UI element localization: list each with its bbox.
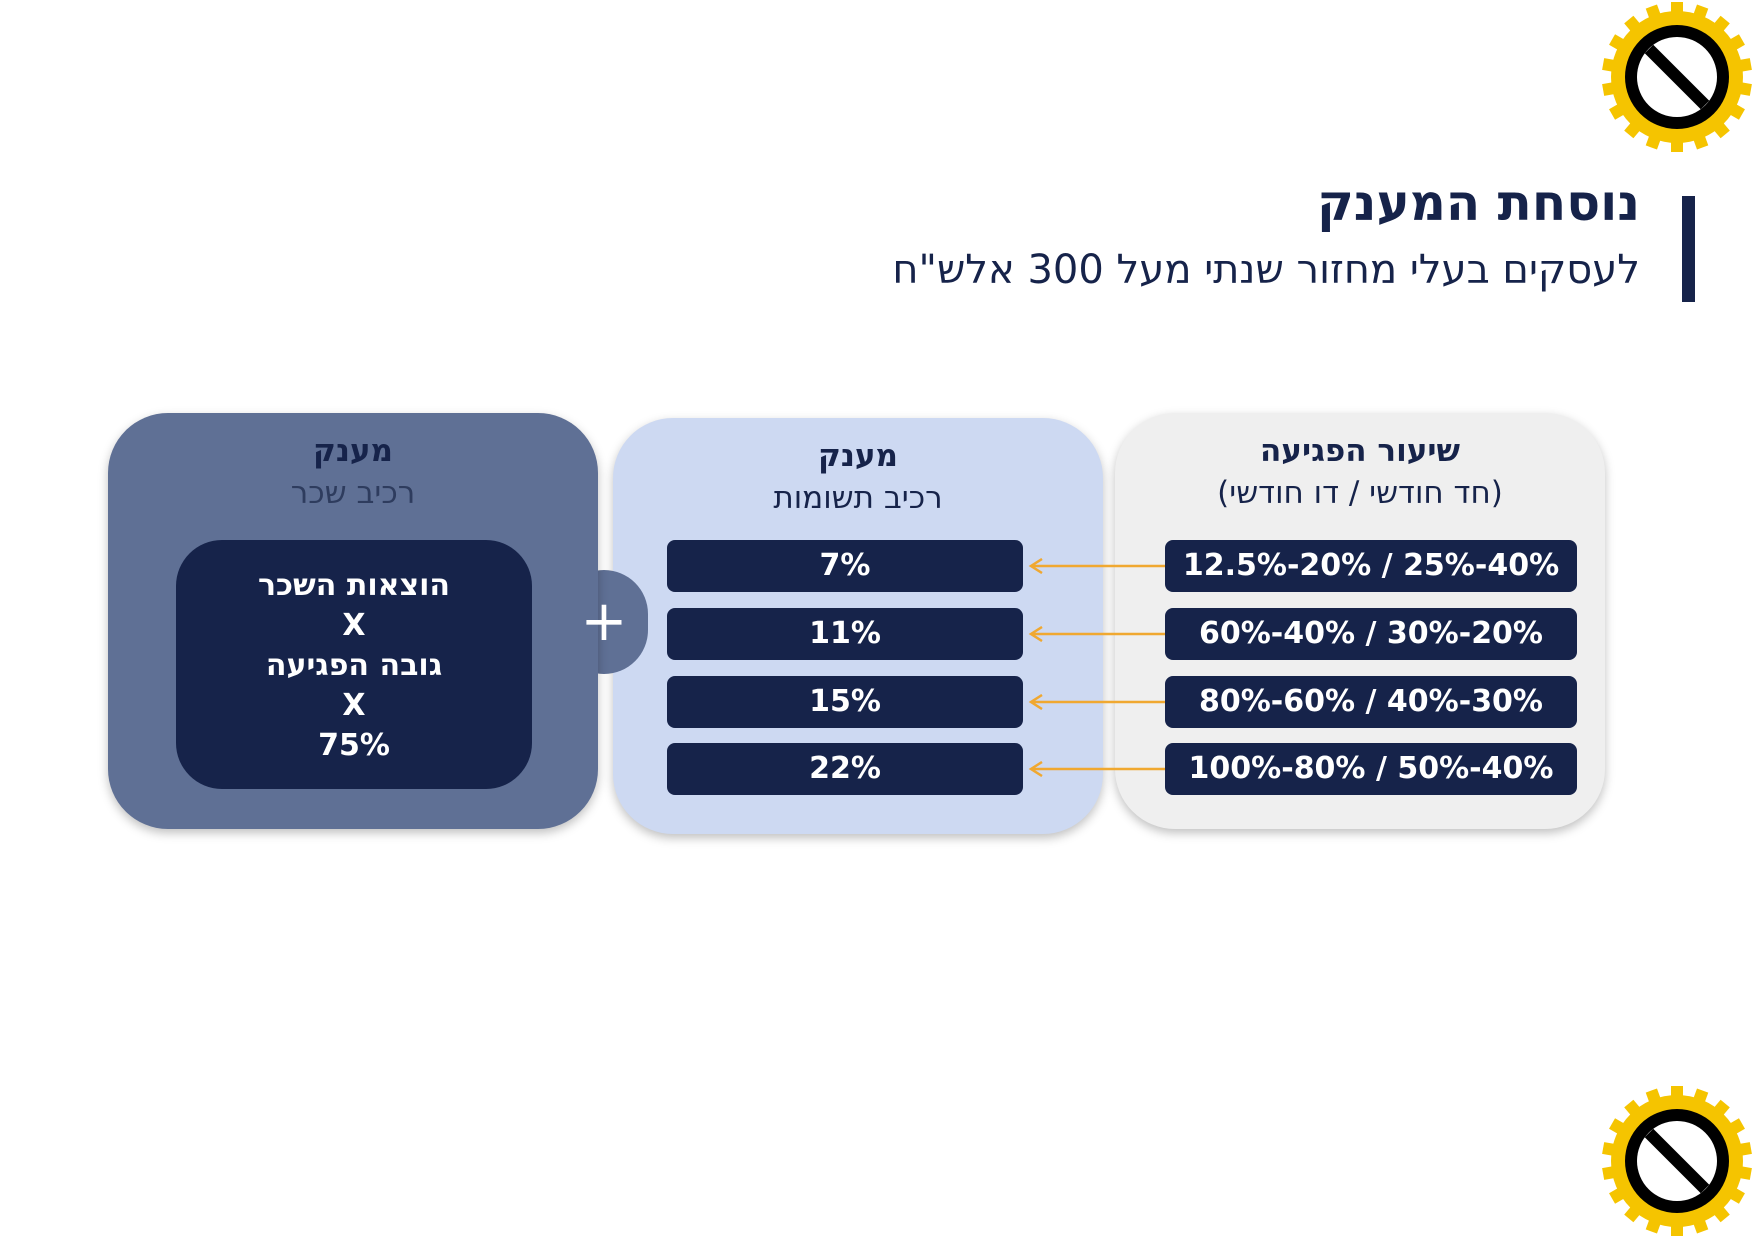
damage-range-row-3: 30%-40% / 60%-80% (1165, 676, 1577, 728)
damage-rate-subtitle: (חד חודשי / דו חודשי) (1217, 475, 1503, 511)
rate-row-2: 11% (667, 608, 1023, 660)
inputs-component-subtitle: רכיב תשומות (773, 480, 943, 516)
rate-row-1: 7% (667, 540, 1023, 592)
rate-row-4: 22% (667, 743, 1023, 795)
page-title: נוסחת המענק (1316, 174, 1640, 232)
rate-row-3: 15% (667, 676, 1023, 728)
salary-component-title: מענק (313, 433, 393, 469)
arrow-left-icon (1028, 694, 1165, 710)
damage-range-row-2: 20%-30% / 40%-60% (1165, 608, 1577, 660)
damage-range-row-1: 40%-25% / 20%-12.5% (1165, 540, 1577, 592)
formula-multiply-2: X (342, 688, 366, 723)
buy-now-badge-bottom[interactable] (1602, 1086, 1752, 1236)
arrow-left-icon (1028, 761, 1165, 777)
damage-range-row-4: 40%-50% / 80%-100% (1165, 743, 1577, 795)
salary-formula-box: הוצאות השכר X גובה הפגיעה X 75% (176, 540, 532, 789)
inputs-component-title: מענק (818, 438, 898, 474)
title-accent-bar (1682, 196, 1695, 302)
buy-now-badge-top[interactable] (1602, 2, 1752, 152)
formula-damage-amount: גובה הפגיעה (265, 648, 443, 683)
damage-rate-title: שיעור הפגיעה (1260, 433, 1460, 469)
arrow-left-icon (1028, 626, 1165, 642)
formula-salary-expenses: הוצאות השכר (258, 568, 450, 603)
page-subtitle: לעסקים בעלי מחזור שנתי מעל 300 אלש"ח (892, 247, 1640, 293)
arrow-left-icon (1028, 558, 1165, 574)
plus-icon: + (580, 589, 628, 654)
formula-percentage: 75% (318, 728, 390, 763)
formula-multiply-1: X (342, 608, 366, 643)
salary-component-subtitle: רכיב שכר (290, 475, 416, 511)
